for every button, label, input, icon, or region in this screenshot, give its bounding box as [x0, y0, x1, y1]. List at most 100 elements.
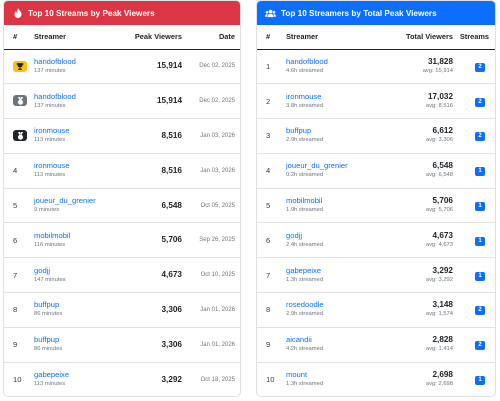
- total-viewers-value: 6,548: [432, 161, 454, 171]
- peak-viewers-value: 15,914: [156, 96, 182, 106]
- streamer-link[interactable]: handofblood: [34, 91, 76, 101]
- total-viewers-value: 5,706: [432, 196, 454, 206]
- average-viewers: avg: 3,292: [425, 276, 453, 283]
- rank-cell: 9: [257, 327, 286, 363]
- total-viewers-value: 17,032: [427, 91, 453, 101]
- streams-cell: 1: [453, 188, 495, 224]
- table-row: 8 buffpup 86 minutes 3,306 Jan 01, 2026: [4, 292, 240, 328]
- streamer-cell: handofblood 137 minutes: [34, 49, 118, 85]
- top-streamers-title: Top 10 Streamers by Total Peak Viewers: [281, 8, 437, 18]
- top-streams-card: Top 10 Streams by Peak Viewers # Streame…: [3, 0, 241, 397]
- streamer-link[interactable]: gabepeixe: [286, 265, 322, 275]
- peak-viewers-value: 3,306: [161, 304, 183, 314]
- streams-count-badge: 1: [475, 236, 485, 246]
- fire-icon: [12, 8, 23, 19]
- top-streamers-header: Top 10 Streamers by Total Peak Viewers: [257, 1, 495, 25]
- streamer-link[interactable]: mount: [286, 370, 308, 380]
- stream-duration: 116 minutes: [34, 241, 66, 248]
- streamer-cell: gabepeixe 113 minutes: [34, 362, 118, 396]
- streams-cell: 1: [453, 257, 495, 294]
- rank-cell: [4, 118, 34, 154]
- streamer-link[interactable]: buffpup: [286, 126, 312, 136]
- table-row: 4 joueur_du_grenier 0.2h streamed 6,548 avg:…: [257, 153, 495, 189]
- average-viewers: avg: 3,306: [425, 137, 453, 144]
- streamer-link[interactable]: buffpup: [34, 335, 60, 345]
- hours-streamed: 2.9h streamed: [286, 311, 324, 318]
- table-header-row: # Streamer Peak Viewers Date: [4, 25, 240, 50]
- streams-count-badge: 2: [475, 97, 485, 107]
- col-header-streamer: Streamer: [34, 25, 118, 50]
- streamer-link[interactable]: aicandii: [286, 335, 312, 345]
- streamer-link[interactable]: handofblood: [34, 56, 76, 66]
- average-viewers: avg: 5,706: [425, 207, 453, 214]
- streamer-link[interactable]: mobilmobil: [34, 230, 71, 240]
- streamer-cell: joueur_du_grenier 9 minutes: [34, 188, 118, 224]
- table-row: 9 buffpup 86 minutes 3,306 Jan 01, 2026: [4, 327, 240, 363]
- rank-number: 2: [266, 96, 271, 106]
- peak-viewers-cell: 3,306: [118, 292, 183, 328]
- streamer-link[interactable]: ironmouse: [34, 161, 70, 171]
- streamer-link[interactable]: godjj: [34, 265, 51, 275]
- streamer-cell: buffpup 86 minutes: [34, 327, 118, 363]
- table-row: 3 buffpup 2.9h streamed 6,612 avg: 3,306 2: [257, 118, 495, 154]
- table-row: 10 gabepeixe 113 minutes 3,292 Oct 18, 2025: [4, 362, 240, 396]
- hours-streamed: 1.9h streamed: [286, 207, 324, 214]
- top-streamers-table: # Streamer Total Viewers Streams 1 handof…: [257, 25, 495, 396]
- streams-count-badge: 2: [475, 306, 485, 316]
- rank-cell: [4, 49, 34, 85]
- streamer-cell: handofblood 4.6h streamed: [286, 49, 378, 85]
- peak-viewers-cell: 3,306: [118, 327, 183, 363]
- streamer-link[interactable]: rosedoodle: [286, 300, 324, 310]
- peak-viewers-value: 3,292: [161, 374, 183, 384]
- peak-viewers-cell: 4,673: [118, 257, 182, 294]
- streamer-link[interactable]: mobilmobil: [286, 196, 323, 206]
- top-streams-header: Top 10 Streams by Peak Viewers: [4, 1, 240, 25]
- top-streams-title: Top 10 Streams by Peak Viewers: [28, 8, 155, 18]
- rank-cell: 5: [4, 188, 34, 224]
- streams-cell: 1: [453, 362, 495, 396]
- streamer-link[interactable]: gabepeixe: [34, 370, 70, 380]
- streamer-link[interactable]: ironmouse: [34, 126, 70, 136]
- streams-cell: 2: [453, 83, 495, 120]
- streams-cell: 1: [453, 222, 495, 259]
- peak-viewers-cell: 3,292: [118, 362, 183, 396]
- streams-cell: 2: [453, 292, 495, 328]
- total-viewers-cell: 2,698 avg: 2,698: [378, 362, 453, 396]
- rank-number: 4: [266, 166, 271, 176]
- streamer-link[interactable]: handofblood: [286, 56, 328, 66]
- average-viewers: avg: 4,673: [425, 241, 453, 248]
- peak-viewers-value: 6,548: [161, 200, 183, 210]
- stream-date: Oct 10, 2025: [182, 257, 240, 294]
- rank-number: 9: [13, 340, 18, 350]
- rank-number: 7: [13, 270, 18, 280]
- streamer-link[interactable]: joueur_du_grenier: [34, 196, 96, 206]
- rank-number: 10: [13, 375, 22, 385]
- stream-date: Jan 03, 2026: [182, 153, 240, 189]
- streams-cell: 2: [453, 118, 495, 154]
- table-row: ironmouse 113 minutes 8,516 Jan 03, 2026: [4, 118, 240, 154]
- table-row: 6 mobilmobil 116 minutes 5,706 Sep 26, 2025: [4, 222, 240, 259]
- peak-viewers-value: 3,306: [161, 339, 183, 349]
- streamer-link[interactable]: buffpup: [34, 300, 60, 310]
- trophy-icon: [13, 60, 27, 72]
- rank-cell: 10: [4, 362, 34, 396]
- rank-number: 8: [13, 305, 18, 315]
- stream-date: Dec 02, 2025: [182, 49, 240, 85]
- peak-viewers-value: 5,706: [161, 235, 183, 245]
- streamer-link[interactable]: joueur_du_grenier: [286, 161, 348, 171]
- stream-date: Oct 18, 2025: [200, 376, 235, 383]
- streamer-cell: godjj 2.4h streamed: [286, 222, 378, 259]
- streamer-link[interactable]: ironmouse: [286, 91, 322, 101]
- stream-date: Dec 02, 2025: [182, 83, 240, 120]
- rank-cell: 6: [4, 222, 34, 259]
- hours-streamed: 1.3h streamed: [286, 381, 324, 388]
- hours-streamed: 1.3h streamed: [286, 276, 324, 283]
- table-row: 4 ironmouse 113 minutes 8,516 Jan 03, 2026: [4, 153, 240, 189]
- rank-number: 8: [266, 305, 271, 315]
- bronze-medal-icon: [13, 130, 27, 142]
- peak-viewers-cell: 5,706: [118, 222, 183, 259]
- table-row: 9 aicandii 4.2h streamed 2,828 avg: 1,414 2: [257, 327, 495, 363]
- total-viewers-value: 31,828: [427, 56, 453, 66]
- streamer-link[interactable]: godjj: [286, 230, 303, 240]
- average-viewers: avg: 15,914: [422, 67, 453, 74]
